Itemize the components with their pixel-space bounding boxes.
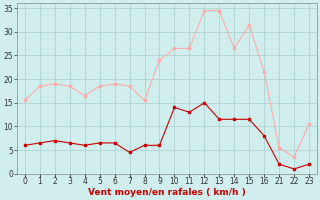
X-axis label: Vent moyen/en rafales ( km/h ): Vent moyen/en rafales ( km/h ) (88, 188, 246, 197)
